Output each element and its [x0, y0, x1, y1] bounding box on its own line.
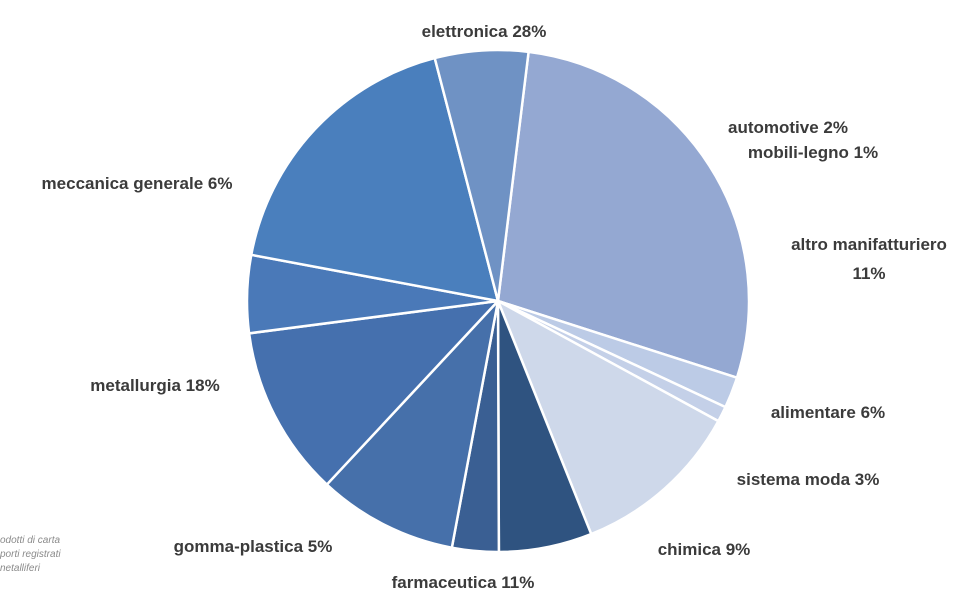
slice-label-alimentare: alimentare 6%	[771, 403, 885, 422]
pie-slices	[245, 48, 751, 554]
slice-label-meccanica-generale: meccanica generale 6%	[42, 174, 233, 193]
slice-label-farmaceutica: farmaceutica 11%	[392, 573, 535, 591]
pie-slice-farmaceutica	[247, 299, 500, 486]
pie-slice-chimica	[325, 299, 500, 549]
pie-slice-elettronica	[496, 50, 751, 379]
footnote-line-3: netalliferi	[0, 563, 41, 574]
pie-slice-meccanica-generale	[433, 48, 530, 303]
pie-slice-metallurgia	[250, 56, 500, 303]
slice-label-mobili-legno: mobili-legno 1%	[748, 143, 878, 162]
slice-label-altro-manifatturiero-line-2: 11%	[852, 264, 885, 283]
slice-label-metallurgia: metallurgia 18%	[90, 376, 219, 395]
pie-slice-altro-manifatturiero	[496, 299, 720, 536]
footnote: odotti di carta porti registrati netalli…	[0, 535, 61, 574]
slice-label-elettronica: elettronica 28%	[422, 22, 547, 41]
slice-labels: elettronica 28% automotive 2% mobili-legno…	[42, 22, 947, 591]
slice-label-gomma-plastica: gomma-plastica 5%	[174, 537, 333, 556]
footnote-line-1: odotti di carta	[0, 535, 60, 546]
slice-label-chimica: chimica 9%	[658, 540, 751, 559]
footnote-line-2: porti registrati	[0, 549, 61, 560]
slice-label-automotive: automotive 2%	[728, 118, 848, 137]
slice-label-altro-manifatturiero-line-1: altro manifatturiero	[791, 235, 947, 254]
slice-label-sistema-moda: sistema moda 3%	[737, 470, 880, 489]
